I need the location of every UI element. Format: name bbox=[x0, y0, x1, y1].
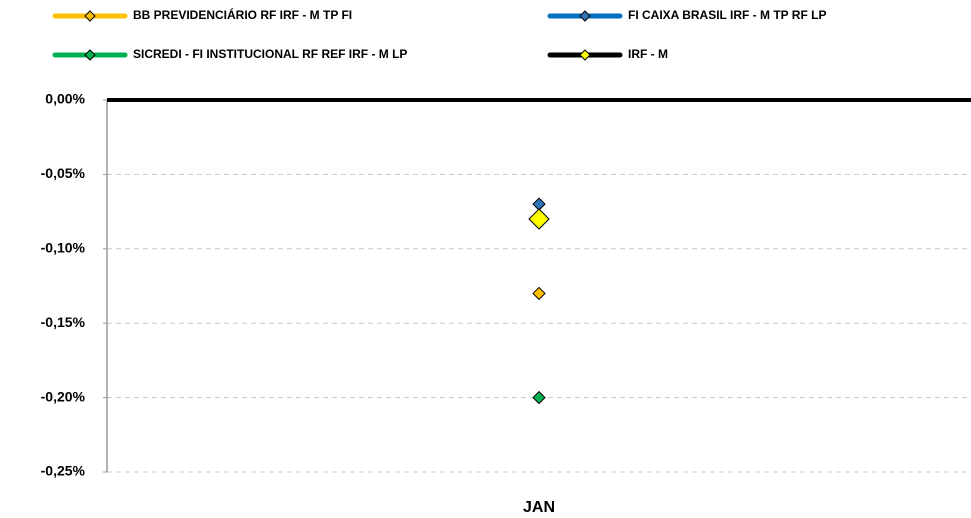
legend-label: BB PREVIDENCIÁRIO RF IRF - M TP FI bbox=[133, 7, 352, 22]
data-point bbox=[532, 390, 546, 405]
legend-label: SICREDI - FI INSTITUCIONAL RF REF IRF - … bbox=[133, 47, 407, 61]
data-point bbox=[528, 208, 550, 230]
y-tick-label: -0,20% bbox=[41, 388, 86, 404]
legend-label: IRF - M bbox=[628, 47, 668, 61]
data-point bbox=[532, 286, 546, 301]
legend-marker bbox=[579, 49, 591, 61]
legend-marker bbox=[579, 10, 591, 22]
y-tick-label: -0,15% bbox=[41, 314, 86, 330]
y-tick-label: -0,10% bbox=[41, 240, 86, 256]
x-tick-label: JAN bbox=[523, 499, 555, 516]
y-tick-label: -0,05% bbox=[41, 165, 86, 181]
legend-label: FI CAIXA BRASIL IRF - M TP RF LP bbox=[628, 8, 826, 22]
y-tick-label: -0,25% bbox=[41, 463, 86, 479]
y-tick-label: 0,00% bbox=[45, 91, 85, 107]
legend-marker bbox=[84, 49, 96, 61]
legend-marker bbox=[84, 10, 96, 22]
